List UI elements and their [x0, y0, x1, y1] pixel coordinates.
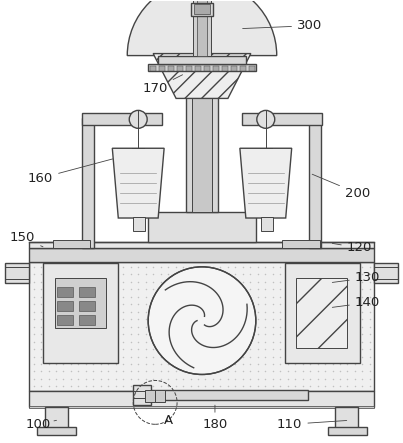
- Bar: [197, 0, 207, 55]
- Bar: [191, 3, 213, 16]
- Wedge shape: [127, 0, 277, 55]
- Text: 300: 300: [243, 19, 322, 32]
- Bar: [58, 287, 73, 297]
- Bar: [328, 427, 368, 435]
- Bar: [133, 217, 145, 231]
- Circle shape: [129, 110, 147, 128]
- Bar: [133, 385, 151, 405]
- Bar: [58, 315, 73, 325]
- Polygon shape: [153, 54, 251, 98]
- Bar: [159, 66, 165, 70]
- Bar: [29, 406, 374, 408]
- Bar: [204, 66, 210, 70]
- Bar: [177, 66, 183, 70]
- Bar: [374, 263, 398, 283]
- Bar: [79, 315, 96, 325]
- Bar: [186, 58, 218, 212]
- Text: 170: 170: [143, 75, 183, 95]
- Text: 140: 140: [332, 296, 380, 309]
- Bar: [43, 263, 118, 362]
- Text: 150: 150: [10, 231, 43, 247]
- Bar: [82, 113, 162, 125]
- Text: 120: 120: [332, 241, 372, 254]
- Bar: [193, 0, 211, 55]
- Bar: [58, 301, 73, 311]
- Bar: [213, 66, 219, 70]
- Bar: [79, 287, 96, 297]
- Bar: [334, 408, 358, 432]
- Bar: [168, 66, 174, 70]
- Bar: [242, 113, 322, 125]
- Bar: [231, 66, 237, 70]
- Bar: [29, 392, 374, 408]
- Bar: [52, 240, 90, 248]
- Text: A: A: [164, 414, 172, 427]
- Bar: [296, 278, 347, 348]
- Bar: [79, 301, 96, 311]
- Bar: [150, 66, 156, 70]
- Text: 130: 130: [332, 271, 380, 284]
- Bar: [285, 263, 360, 362]
- Text: 200: 200: [312, 174, 370, 200]
- Text: 180: 180: [202, 405, 228, 431]
- Bar: [261, 217, 273, 231]
- Bar: [195, 66, 201, 70]
- Bar: [249, 66, 255, 70]
- Bar: [29, 248, 374, 262]
- Bar: [194, 4, 210, 14]
- Polygon shape: [112, 148, 164, 218]
- Bar: [148, 390, 307, 400]
- Text: 110: 110: [277, 418, 347, 431]
- Text: 160: 160: [28, 159, 112, 185]
- Circle shape: [148, 267, 256, 374]
- Text: 100: 100: [26, 418, 56, 431]
- Bar: [37, 427, 77, 435]
- Bar: [29, 262, 374, 392]
- Bar: [282, 240, 320, 248]
- Bar: [155, 390, 165, 402]
- Bar: [148, 212, 256, 242]
- Bar: [45, 408, 69, 432]
- Bar: [5, 263, 29, 283]
- Bar: [54, 278, 106, 328]
- Bar: [148, 63, 256, 70]
- Bar: [29, 242, 374, 248]
- Bar: [145, 390, 155, 402]
- Bar: [240, 66, 246, 70]
- Bar: [158, 55, 246, 63]
- Bar: [82, 118, 94, 248]
- Bar: [309, 118, 321, 248]
- Polygon shape: [240, 148, 292, 218]
- Bar: [192, 58, 212, 212]
- Bar: [222, 66, 228, 70]
- Bar: [186, 66, 192, 70]
- Circle shape: [257, 110, 275, 128]
